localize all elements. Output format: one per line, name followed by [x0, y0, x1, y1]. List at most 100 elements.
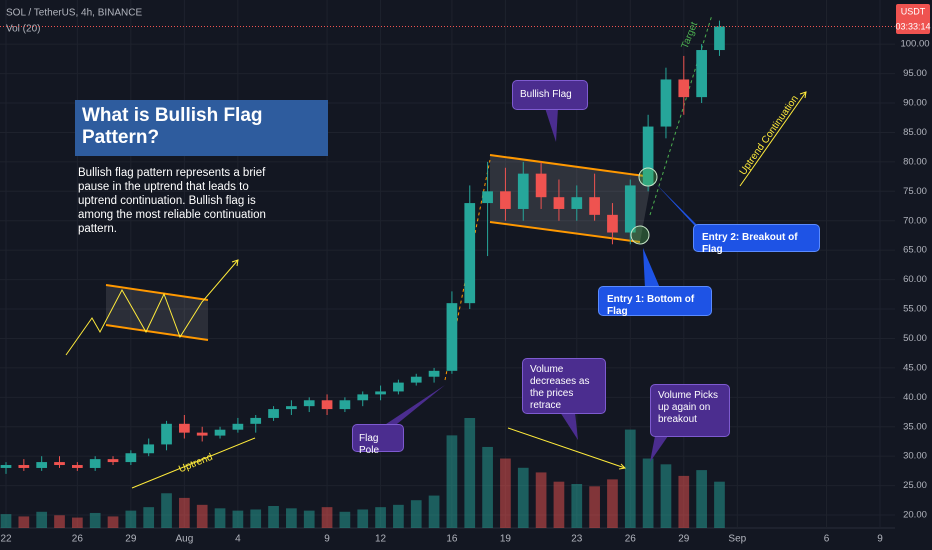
- volume-bar: [410, 500, 422, 528]
- candle-body: [125, 453, 137, 463]
- callout: Volume decreases as the prices retrace: [522, 358, 606, 414]
- flag-lower: [489, 221, 641, 243]
- candle-body: [607, 214, 618, 233]
- callout: Volume Picks up again on breakout: [650, 384, 730, 437]
- continuation-arrow: [739, 91, 807, 187]
- arrow-head: [231, 259, 239, 267]
- volume-bar: [36, 511, 48, 528]
- volume-bar: [624, 429, 636, 528]
- candle-body: [250, 417, 262, 424]
- volume-label: Vol (20): [6, 24, 40, 35]
- volume-bar: [232, 510, 244, 528]
- x-tick-label: 16: [446, 534, 458, 545]
- x-tick-label: 26: [625, 534, 637, 545]
- candle-body: [624, 185, 636, 233]
- y-tick-label: 20.00: [903, 510, 927, 521]
- volume-bar: [464, 418, 476, 528]
- volume-bar: [89, 512, 101, 528]
- callout: Entry 2: Breakout of Flag: [693, 224, 820, 255]
- volume-bar: [161, 493, 172, 528]
- volume-bar: [54, 515, 65, 528]
- volume-bar: [0, 514, 12, 528]
- candle-body: [107, 459, 119, 463]
- x-tick-label: 29: [125, 534, 137, 545]
- candle-body: [357, 394, 369, 401]
- volume-bar: [500, 458, 511, 528]
- callout-pointer: [545, 108, 558, 142]
- candle-body: [71, 465, 83, 468]
- description: Bullish flag pattern represents a brief …: [78, 167, 266, 235]
- candle-body: [375, 391, 386, 395]
- x-tick-label: 9: [877, 534, 883, 545]
- y-tick-label: 35.00: [903, 421, 927, 432]
- volume-bar: [446, 435, 458, 528]
- candle-body: [678, 79, 690, 98]
- candle-body: [589, 197, 600, 215]
- volume: [0, 418, 725, 528]
- x-tick-label: Sep: [728, 534, 746, 545]
- y-tick-label: 90.00: [903, 98, 927, 109]
- y-tick-label: 60.00: [903, 274, 927, 285]
- callout-pointer: [643, 248, 660, 288]
- volume-bar: [214, 508, 226, 528]
- y-tick-label: 45.00: [903, 362, 927, 373]
- volume-bar: [196, 504, 208, 528]
- candle-body: [339, 400, 351, 410]
- volume-bar: [125, 510, 137, 528]
- candle-body: [18, 465, 30, 468]
- currency-label: USDT: [901, 6, 926, 16]
- candle-body: [36, 462, 48, 468]
- countdown-label: 03:33:14: [895, 21, 930, 31]
- illustration-flag: [106, 285, 208, 340]
- volume-bar: [393, 504, 404, 528]
- candle-body: [89, 459, 101, 468]
- x-tick-label: 4: [235, 534, 241, 545]
- y-tick-label: 80.00: [903, 156, 927, 167]
- volume-bar: [642, 458, 654, 528]
- candle-body: [464, 203, 476, 304]
- volume-bar: [268, 506, 279, 528]
- candle-body: [321, 400, 333, 410]
- candle-body: [714, 26, 725, 51]
- illustration-path: [65, 259, 239, 356]
- volume-bar: [71, 517, 83, 528]
- candle-body: [553, 197, 565, 209]
- volume-bar: [375, 507, 386, 528]
- candle-body: [54, 462, 65, 466]
- y-tick-label: 65.00: [903, 245, 927, 256]
- price-axis-panel: [895, 0, 932, 550]
- candle-body: [428, 370, 440, 377]
- volume-bar: [553, 481, 565, 528]
- candle-body: [660, 79, 672, 127]
- volume-bar: [321, 507, 333, 528]
- uptrend-arrow: [131, 437, 256, 489]
- volume-bar: [571, 484, 583, 528]
- y-tick-label: 30.00: [903, 451, 927, 462]
- candle-body: [196, 432, 208, 436]
- y-tick-label: 95.00: [903, 68, 927, 79]
- candle-body: [286, 406, 297, 410]
- volume-bar: [607, 479, 618, 528]
- x-tick-label: 23: [571, 534, 583, 545]
- callout-pointer: [380, 385, 445, 428]
- candle-body: [571, 197, 583, 209]
- candle-body: [517, 173, 529, 209]
- x-tick-label: 29: [678, 534, 690, 545]
- y-tick-label: 50.00: [903, 333, 927, 344]
- callout-pointer: [650, 436, 668, 462]
- candle-body: [482, 191, 493, 204]
- volume-bar: [660, 464, 672, 528]
- chart-title: SOL / TetherUS, 4h, BINANCE: [6, 8, 142, 19]
- candles: [0, 20, 725, 474]
- volume-bar: [482, 446, 493, 528]
- volume-bar: [107, 516, 119, 528]
- illustration-line: [105, 284, 209, 301]
- candle-body: [535, 173, 547, 198]
- volume-bar: [179, 497, 190, 528]
- volume-bar: [714, 481, 725, 528]
- volume-bar: [535, 472, 547, 528]
- candle-body: [179, 423, 190, 433]
- x-tick-label: 19: [500, 534, 512, 545]
- arrow-head: [618, 463, 627, 470]
